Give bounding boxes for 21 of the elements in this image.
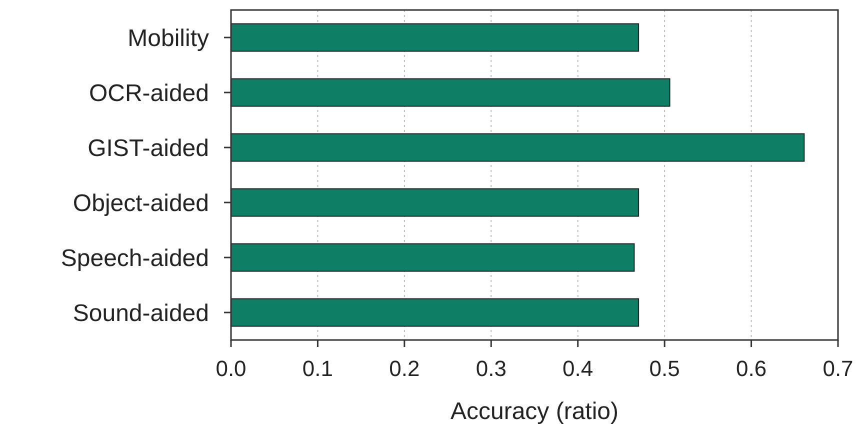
bar: [230, 78, 670, 107]
x-tick-label: 0.7: [822, 356, 854, 381]
y-tick-label: Sound-aided: [72, 300, 209, 327]
x-tick-label: 0.1: [302, 356, 334, 381]
x-tick-label: 0.4: [562, 356, 594, 381]
y-tick-label: Mobility: [128, 24, 209, 52]
bar: [230, 243, 635, 272]
y-tick-label: Object-aided: [72, 190, 209, 217]
bar: [230, 298, 640, 327]
x-axis-title: Accuracy (ratio): [450, 398, 619, 425]
y-tick-label: Speech-aided: [60, 244, 209, 272]
bar: [230, 23, 640, 52]
x-tick-label: 0.2: [389, 356, 420, 381]
x-tick-label: 0.6: [736, 356, 767, 381]
x-tick-label: 0.3: [476, 356, 506, 381]
x-tick-label: 0.5: [649, 356, 680, 381]
y-tick-label: OCR-aided: [88, 80, 209, 107]
bar: [230, 133, 805, 162]
bar: [230, 188, 640, 217]
x-tick-label: 0.0: [216, 356, 246, 381]
y-tick-label: GIST-aided: [88, 134, 209, 162]
